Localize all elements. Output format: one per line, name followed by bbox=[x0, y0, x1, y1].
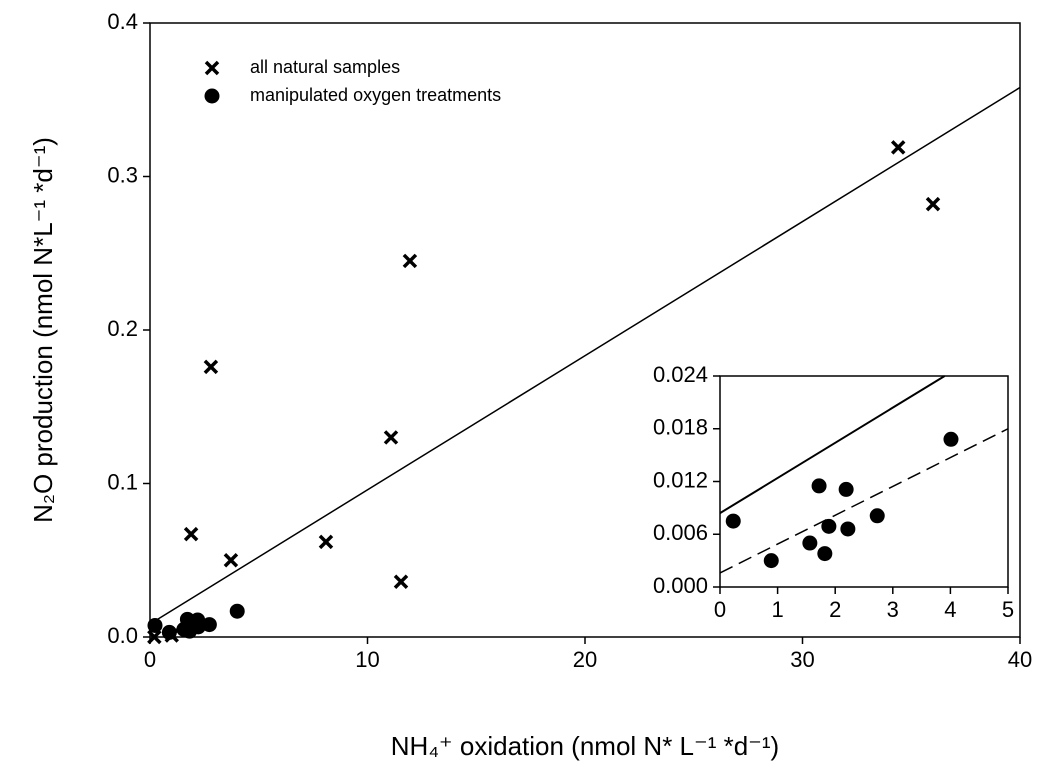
cross-marker bbox=[147, 629, 162, 645]
circle-marker bbox=[811, 478, 827, 494]
legend-label: all natural samples bbox=[250, 57, 400, 77]
y-tick-label: 0.2 bbox=[107, 316, 138, 341]
x-axis-label: NH₄⁺ oxidation (nmol N* L⁻¹ *d⁻¹) bbox=[391, 731, 779, 761]
circle-marker bbox=[204, 88, 220, 104]
circle-marker bbox=[229, 603, 245, 619]
circle-marker bbox=[838, 481, 854, 497]
cross-marker bbox=[383, 430, 399, 445]
plot: 0 1 2 3 4 5 0.000 0.006 0.012 0.018 0.024 bbox=[653, 362, 1014, 622]
circle-marker bbox=[869, 508, 885, 524]
circle-marker bbox=[821, 518, 837, 534]
y-tick-label: 0.024 bbox=[653, 362, 708, 387]
circle-marker bbox=[943, 431, 959, 447]
x-tick-label: 5 bbox=[1002, 597, 1014, 622]
plot-frame bbox=[719, 375, 1009, 588]
circle-marker bbox=[725, 513, 741, 529]
y-tick-label: 0.3 bbox=[107, 162, 138, 187]
legend-label: manipulated oxygen treatments bbox=[250, 85, 501, 105]
regression-line bbox=[149, 86, 1021, 625]
cross-marker bbox=[925, 196, 941, 212]
y-tick-label: 0.000 bbox=[653, 573, 708, 598]
circle-marker bbox=[147, 617, 163, 633]
x-tick-label: 10 bbox=[355, 647, 379, 672]
circle-marker bbox=[763, 553, 779, 569]
x-tick-label: 20 bbox=[573, 647, 597, 672]
y-tick-label: 0.006 bbox=[653, 520, 708, 545]
y-tick-label: 0.0 bbox=[107, 623, 138, 648]
x-tick-label: 4 bbox=[944, 597, 956, 622]
circle-marker bbox=[201, 617, 217, 633]
x-tick-label: 0 bbox=[144, 647, 156, 672]
x-tick-label: 30 bbox=[790, 647, 814, 672]
y-tick-label: 0.012 bbox=[653, 467, 708, 492]
y-tick-label: 0.1 bbox=[107, 469, 138, 494]
y-tick-label: 0.018 bbox=[653, 415, 708, 440]
regression-line bbox=[719, 375, 946, 515]
x-tick-label: 1 bbox=[771, 597, 783, 622]
cross-marker bbox=[204, 60, 220, 76]
x-tick-label: 40 bbox=[1008, 647, 1032, 672]
x-tick-label: 0 bbox=[714, 597, 726, 622]
x-tick-label: 2 bbox=[829, 597, 841, 622]
y-axis-label: N₂O production (nmol N*L⁻¹ *d⁻¹) bbox=[28, 137, 58, 523]
circle-marker bbox=[840, 521, 856, 537]
circle-marker bbox=[161, 624, 177, 640]
y-tick-label: 0.4 bbox=[107, 9, 138, 34]
circle-marker bbox=[817, 546, 833, 562]
circle-marker bbox=[802, 535, 818, 551]
cross-marker bbox=[318, 534, 334, 550]
cross-marker bbox=[223, 553, 239, 568]
cross-marker bbox=[183, 526, 199, 542]
cross-marker bbox=[402, 253, 418, 269]
cross-marker bbox=[203, 359, 219, 375]
cross-marker bbox=[393, 574, 409, 589]
cross-marker bbox=[890, 140, 906, 155]
regression-line bbox=[719, 428, 1009, 574]
x-tick-label: 3 bbox=[887, 597, 899, 622]
